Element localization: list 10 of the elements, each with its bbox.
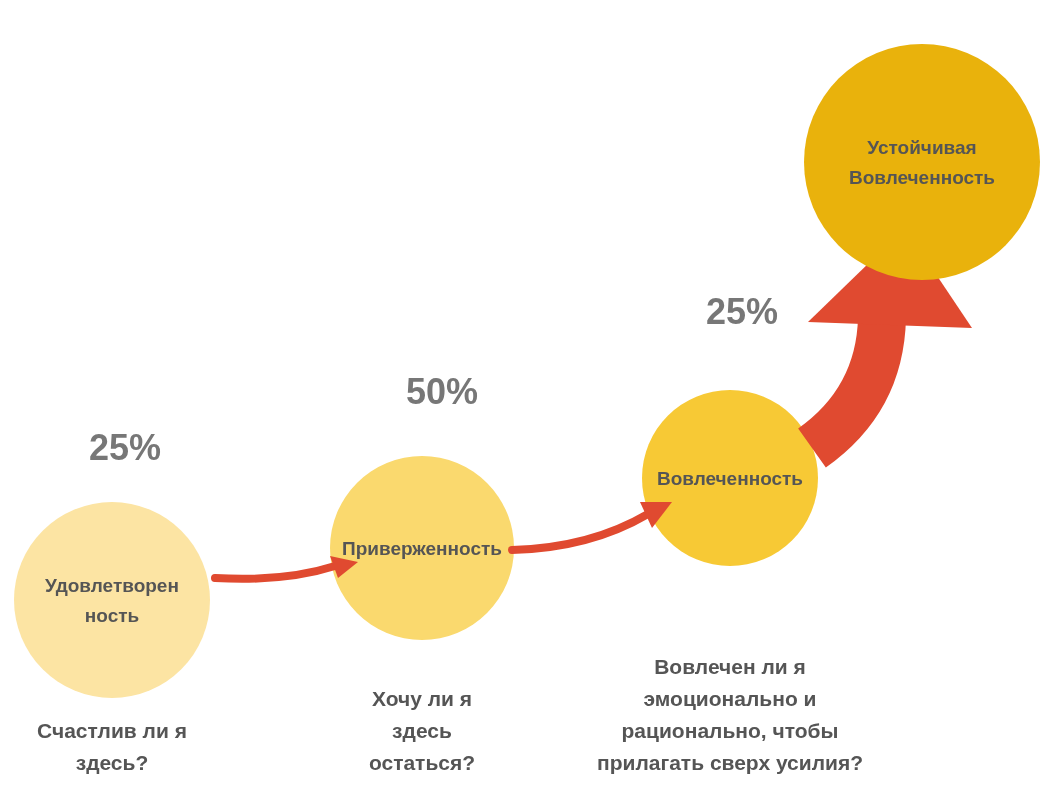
category-label: Устойчивая Вовлеченность bbox=[848, 137, 996, 188]
data-label: 50% bbox=[405, 371, 479, 412]
data-label: 25% bbox=[88, 427, 162, 468]
category-label: Приверженность bbox=[342, 538, 502, 559]
text: Счастлив ли я здесь? bbox=[37, 719, 187, 774]
category-label: Вовлеченность bbox=[656, 468, 804, 489]
text: Хочу ли я здесь остаться? bbox=[368, 687, 476, 774]
data-label: 25% bbox=[705, 291, 779, 332]
category-label: Удовлетворен ность bbox=[45, 575, 179, 626]
text: Вовлечен ли я эмоционально и рационально, чтобы прилагать сверх усилия? bbox=[596, 655, 864, 774]
